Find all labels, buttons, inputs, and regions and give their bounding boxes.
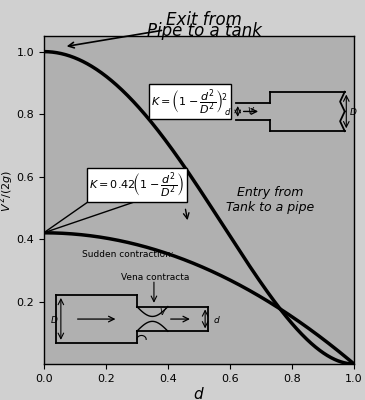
Text: $K = \left(1 - \dfrac{d^2}{D^2}\right)^{\!2}$: $K = \left(1 - \dfrac{d^2}{D^2}\right)^{… — [151, 87, 228, 116]
Text: $d$: $d$ — [224, 106, 231, 117]
Text: Pipe to a tank: Pipe to a tank — [147, 22, 262, 40]
Text: $d$: $d$ — [213, 314, 220, 324]
Text: $K = 0.42\!\left(1 - \dfrac{d^2}{D^2}\right)$: $K = 0.42\!\left(1 - \dfrac{d^2}{D^2}\ri… — [89, 170, 184, 200]
X-axis label: $\dfrac{d}{D}$: $\dfrac{d}{D}$ — [192, 385, 206, 400]
Text: $V$: $V$ — [159, 306, 168, 318]
Text: $D$: $D$ — [50, 314, 58, 324]
Text: Vena contracta: Vena contracta — [121, 272, 190, 282]
Text: $V$: $V$ — [247, 105, 255, 116]
Text: $D$: $D$ — [349, 106, 358, 117]
Text: Entry from
Tank to a pipe: Entry from Tank to a pipe — [226, 186, 314, 214]
Y-axis label: $K = \dfrac{h_m}{V^2/(2g)}$: $K = \dfrac{h_m}{V^2/(2g)}$ — [0, 168, 15, 232]
Text: Exit from: Exit from — [166, 11, 242, 29]
Text: Sudden contraction:: Sudden contraction: — [82, 250, 173, 259]
